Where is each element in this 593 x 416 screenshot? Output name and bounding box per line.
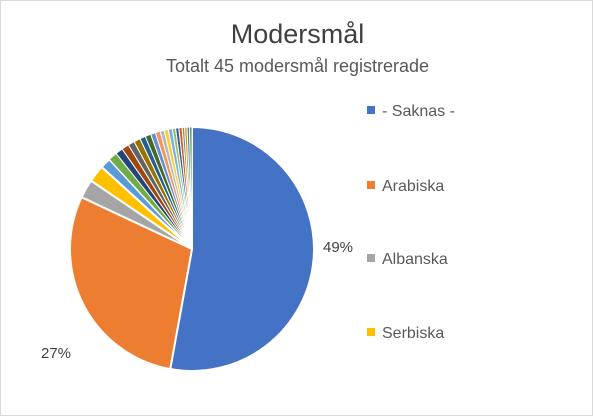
pie-slice-23 (189, 126, 193, 250)
legend-swatch (367, 106, 375, 114)
legend-label: Serbiska (382, 325, 445, 342)
pie-slice-0 (169, 125, 315, 372)
chart-subtitle: Totalt 45 modersmål registrerade (165, 56, 430, 76)
legend-swatch (367, 181, 375, 189)
chart-title: Modersmål (230, 19, 365, 49)
legend-label: Albanska (382, 251, 448, 268)
legend-label: Arabiska (382, 178, 445, 195)
legend-item-arabiska: Arabiska (367, 178, 444, 196)
legend-label: - Saknas - (382, 103, 455, 120)
pie-slice-1 (68, 195, 194, 371)
data-label-saknas: 49% (323, 239, 353, 256)
legend-swatch (367, 328, 375, 336)
pie-slices (68, 125, 315, 372)
legend-item-saknas: - Saknas - (367, 103, 455, 121)
legend-item-albanska: Albanska (367, 251, 448, 269)
legend-item-serbiska: Serbiska (367, 325, 444, 343)
data-label-arabiska: 27% (41, 345, 71, 362)
legend-swatch (367, 254, 375, 262)
